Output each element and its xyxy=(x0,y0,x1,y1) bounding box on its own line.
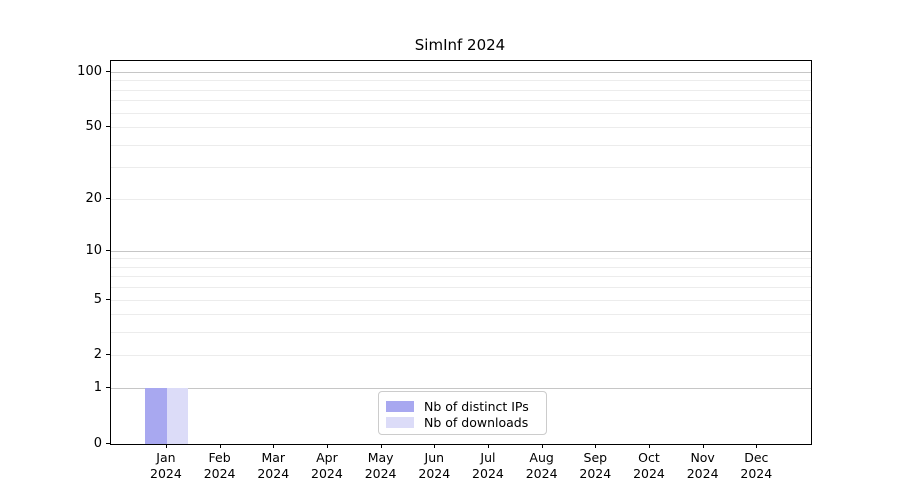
x-tick xyxy=(434,444,436,448)
x-tick xyxy=(273,444,275,448)
x-tick-month: May xyxy=(367,450,394,465)
x-tick-year: 2024 xyxy=(311,465,343,481)
y-gridline-minor xyxy=(111,258,811,260)
x-tick-label: Mar 2024 xyxy=(241,450,305,481)
x-tick-year: 2024 xyxy=(418,465,451,481)
x-tick xyxy=(756,444,758,448)
x-tick xyxy=(648,444,650,448)
legend-swatch-distinct-ips xyxy=(386,400,414,412)
x-tick-year: 2024 xyxy=(150,465,182,481)
x-tick-month: Jun xyxy=(424,450,445,465)
x-tick-label: May 2024 xyxy=(349,450,413,481)
x-tick-year: 2024 xyxy=(203,465,236,481)
x-tick-month: Oct xyxy=(638,450,660,465)
x-tick-month: Jul xyxy=(480,450,496,465)
legend: Nb of distinct IPs Nb of downloads xyxy=(378,391,547,435)
x-tick-month: Sep xyxy=(583,450,608,465)
y-tick-label: 5 xyxy=(93,291,102,307)
y-tick xyxy=(106,126,110,128)
x-tick-label: Jan 2024 xyxy=(134,450,198,481)
y-gridline-minor xyxy=(111,299,811,301)
x-tick-month: Aug xyxy=(529,450,554,465)
y-gridline-minor xyxy=(111,355,811,357)
x-tick-label: Dec 2024 xyxy=(724,450,788,481)
x-tick xyxy=(326,444,328,448)
x-tick xyxy=(541,444,543,448)
x-tick-year: 2024 xyxy=(686,465,719,481)
x-tick-month: Nov xyxy=(690,450,715,465)
legend-label-downloads: Nb of downloads xyxy=(424,414,529,430)
chart-title: SimInf 2024 xyxy=(414,36,506,54)
legend-swatch-downloads xyxy=(386,416,414,428)
x-tick-label: Oct 2024 xyxy=(617,450,681,481)
y-tick-label: 10 xyxy=(85,242,102,258)
y-tick xyxy=(106,387,110,389)
x-tick-label: Aug 2024 xyxy=(510,450,574,481)
x-tick-year: 2024 xyxy=(579,465,612,481)
y-gridline-minor xyxy=(111,276,811,278)
y-gridline-major xyxy=(111,71,811,73)
x-tick-label: Nov 2024 xyxy=(671,450,735,481)
x-tick-label: Jun 2024 xyxy=(402,450,466,481)
y-tick xyxy=(106,354,110,356)
x-tick-label: Feb 2024 xyxy=(188,450,252,481)
y-tick-label: 50 xyxy=(85,119,102,135)
x-tick-label: Apr 2024 xyxy=(295,450,359,481)
y-tick xyxy=(106,443,110,444)
plot-area xyxy=(110,60,812,445)
x-tick xyxy=(487,444,489,448)
x-tick-label: Jul 2024 xyxy=(456,450,520,481)
y-gridline-minor xyxy=(111,198,811,200)
x-tick xyxy=(595,444,597,448)
y-tick-label: 2 xyxy=(93,347,102,363)
x-tick-month: Jan xyxy=(156,450,176,465)
x-tick xyxy=(380,444,382,448)
y-gridline-minor xyxy=(111,89,811,91)
y-gridline-minor xyxy=(111,314,811,316)
y-gridline-minor xyxy=(111,100,811,102)
y-gridline-major xyxy=(111,250,811,252)
y-gridline-minor xyxy=(111,144,811,146)
y-tick-label: 100 xyxy=(77,63,102,79)
legend-label-distinct-ips: Nb of distinct IPs xyxy=(424,398,529,414)
x-tick-month: Mar xyxy=(261,450,286,465)
legend-item-downloads: Nb of downloads xyxy=(386,414,546,430)
y-gridline-minor xyxy=(111,332,811,334)
y-tick xyxy=(106,249,110,251)
y-tick-label: 20 xyxy=(85,190,102,206)
legend-item-distinct-ips: Nb of distinct IPs xyxy=(386,398,546,414)
x-tick-month: Apr xyxy=(316,450,338,465)
y-gridline-minor xyxy=(111,266,811,268)
y-gridline-minor xyxy=(111,167,811,169)
x-tick-year: 2024 xyxy=(633,465,665,481)
x-tick-year: 2024 xyxy=(472,465,504,481)
y-gridline-minor xyxy=(111,112,811,114)
y-tick xyxy=(106,197,110,199)
x-tick-year: 2024 xyxy=(525,465,558,481)
y-gridline-minor xyxy=(111,287,811,289)
x-tick xyxy=(165,444,167,448)
x-tick-month: Feb xyxy=(208,450,231,465)
x-tick xyxy=(702,444,704,448)
x-tick-year: 2024 xyxy=(740,465,773,481)
bar-downloads xyxy=(166,388,189,444)
x-tick-label: Sep 2024 xyxy=(563,450,627,481)
x-tick-year: 2024 xyxy=(364,465,397,481)
x-tick xyxy=(219,444,221,448)
bar-distinct-ips xyxy=(145,388,167,444)
y-tick-label: 0 xyxy=(93,436,102,451)
y-tick xyxy=(106,70,110,72)
x-tick-month: Dec xyxy=(744,450,769,465)
y-gridline-minor xyxy=(111,127,811,129)
y-gridline-minor xyxy=(111,80,811,82)
y-tick xyxy=(106,298,110,300)
y-gridline-major xyxy=(111,388,811,390)
y-tick-label: 1 xyxy=(93,380,102,396)
x-tick-year: 2024 xyxy=(257,465,290,481)
